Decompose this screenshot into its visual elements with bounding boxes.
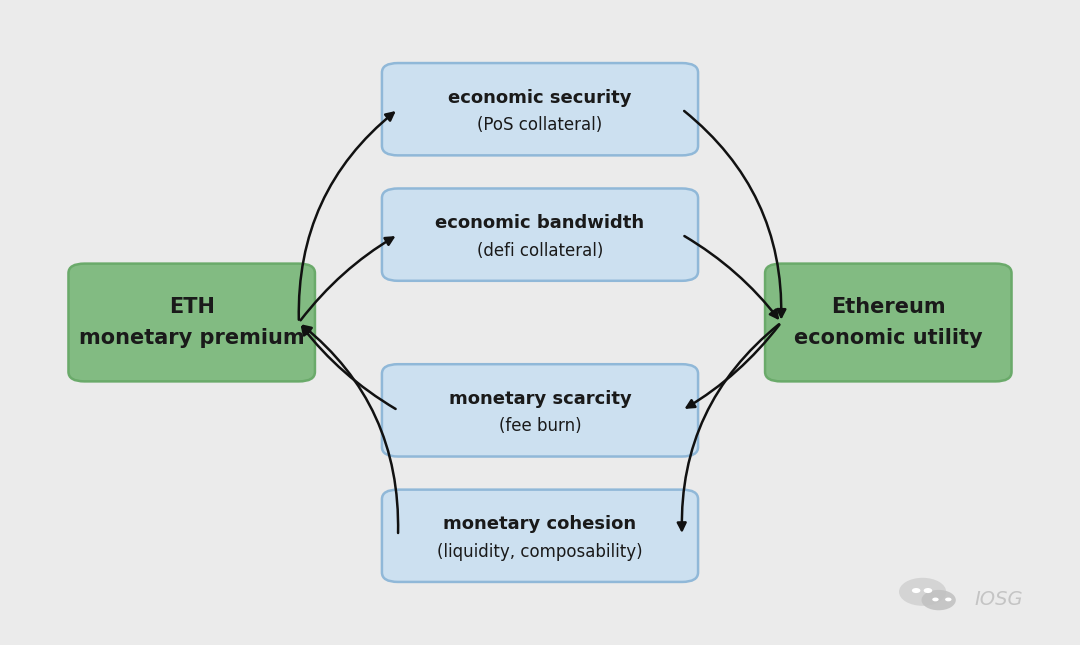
Circle shape	[912, 588, 920, 593]
FancyBboxPatch shape	[68, 264, 315, 381]
FancyBboxPatch shape	[382, 364, 698, 457]
Text: IOSG: IOSG	[974, 590, 1023, 609]
Text: economic security: economic security	[448, 89, 632, 107]
Text: monetary scarcity: monetary scarcity	[448, 390, 632, 408]
Circle shape	[932, 597, 939, 601]
Text: monetary premium: monetary premium	[79, 328, 305, 348]
Text: ETH: ETH	[168, 297, 215, 317]
Circle shape	[923, 588, 932, 593]
FancyBboxPatch shape	[382, 63, 698, 155]
Text: Ethereum: Ethereum	[831, 297, 946, 317]
Circle shape	[899, 578, 946, 606]
Text: monetary cohesion: monetary cohesion	[444, 515, 636, 533]
Text: (defi collateral): (defi collateral)	[476, 242, 604, 259]
FancyBboxPatch shape	[382, 490, 698, 582]
Text: (PoS collateral): (PoS collateral)	[477, 116, 603, 134]
Text: (liquidity, composability): (liquidity, composability)	[437, 542, 643, 561]
Text: (fee burn): (fee burn)	[499, 417, 581, 435]
FancyBboxPatch shape	[382, 188, 698, 281]
Circle shape	[921, 590, 956, 610]
Text: economic bandwidth: economic bandwidth	[435, 214, 645, 232]
FancyBboxPatch shape	[765, 264, 1012, 381]
Circle shape	[945, 597, 951, 601]
Text: economic utility: economic utility	[794, 328, 983, 348]
